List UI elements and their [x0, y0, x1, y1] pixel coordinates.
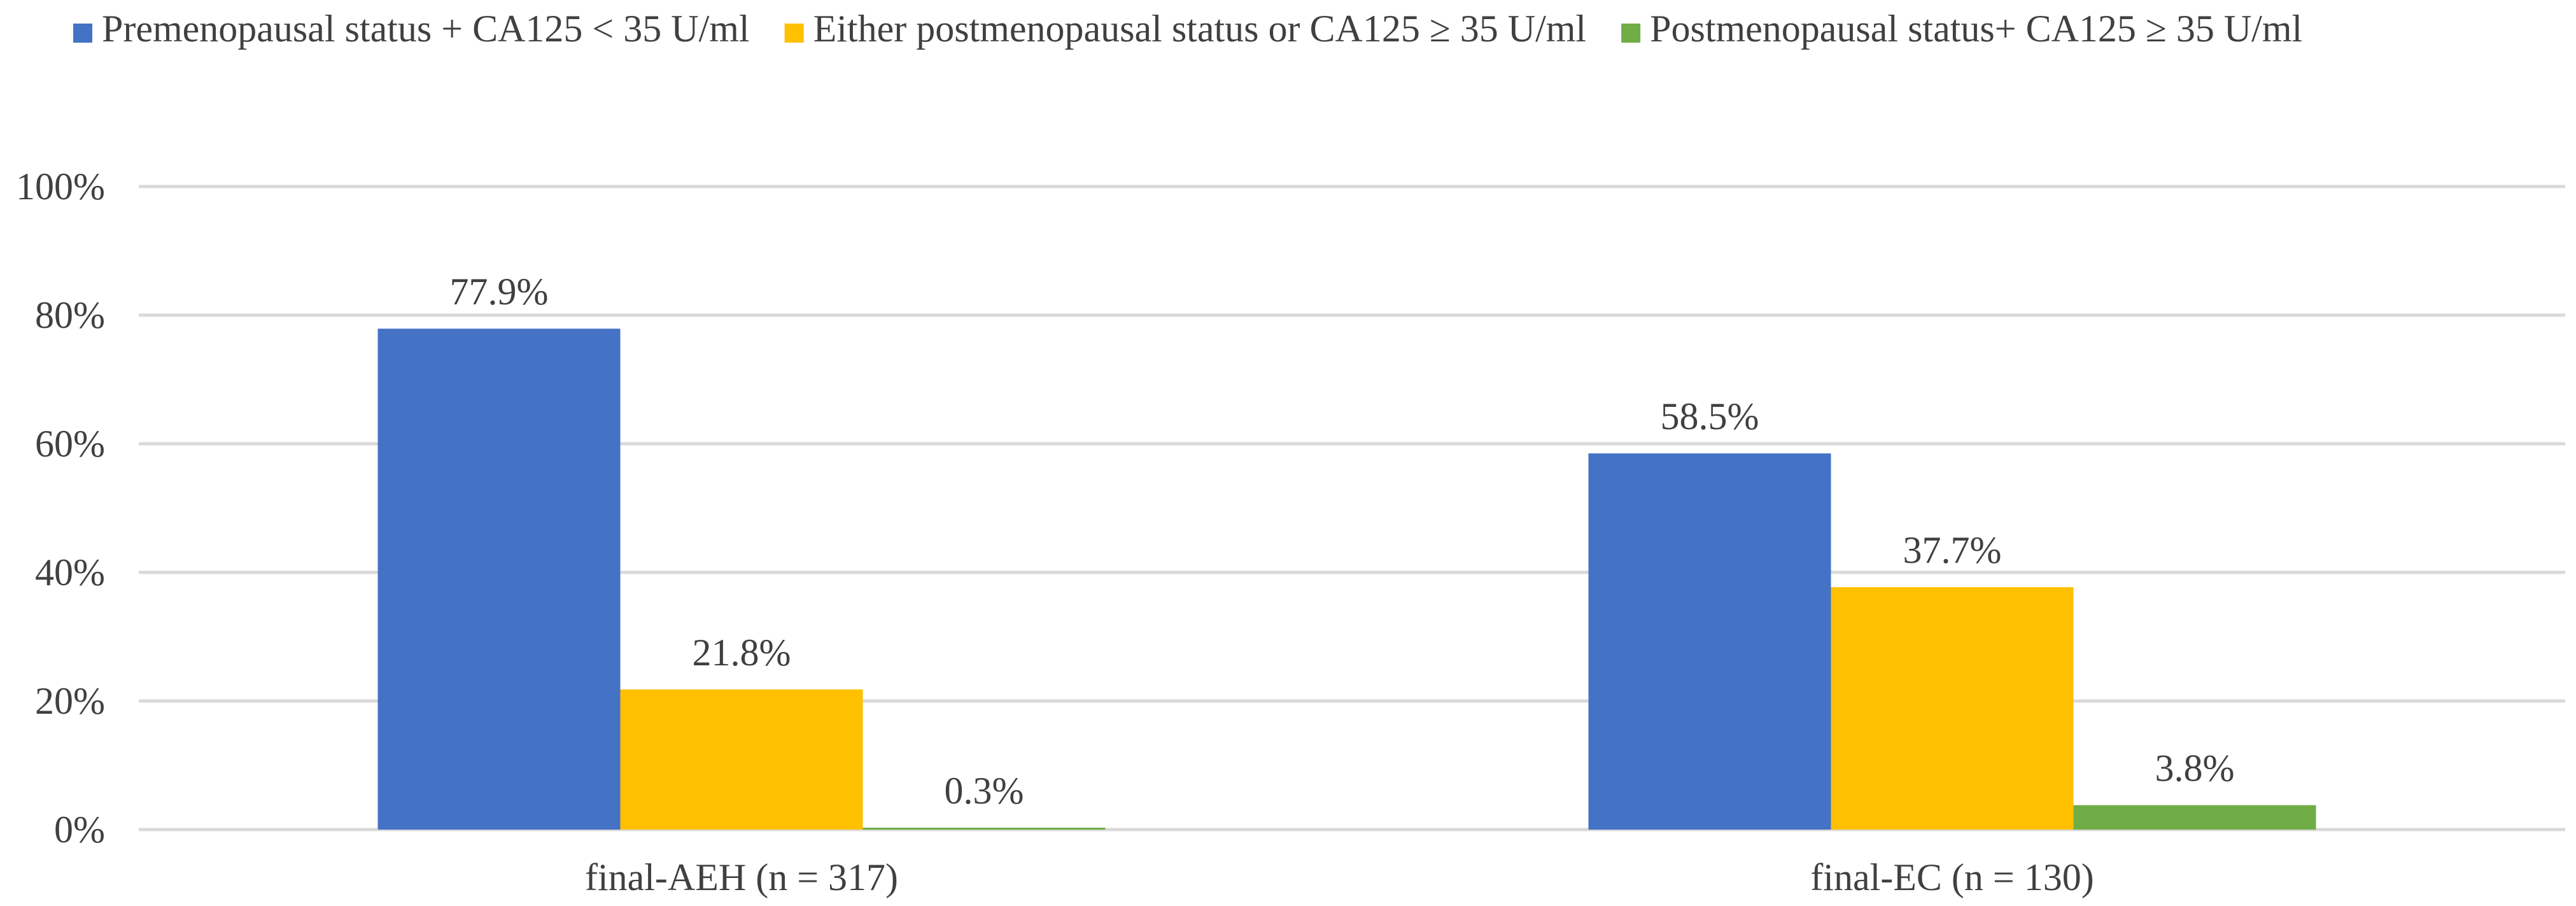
legend: Premenopausal status + CA125 < 35 U/ml Ei…	[73, 8, 2302, 50]
x-axis: final-AEH (n = 317) final-EC (n = 130)	[585, 856, 2094, 898]
y-tick-label-80: 80%	[35, 294, 105, 336]
y-tick-label-40: 40%	[35, 551, 105, 593]
y-tick-label-20: 20%	[35, 680, 105, 722]
legend-label-1: Premenopausal status + CA125 < 35 U/ml	[102, 8, 750, 50]
bar-2-series-1	[1588, 453, 1831, 830]
data-label-2-series-1: 58.5%	[1661, 395, 1759, 437]
bar-1-series-3	[862, 827, 1106, 830]
bar-1-series-1	[377, 329, 621, 830]
y-axis: 0% 20% 40% 60% 80% 100%	[16, 166, 105, 851]
data-label-1-series-3: 0.3%	[945, 770, 1024, 812]
legend-label-3: Postmenopausal status+ CA125 ≥ 35 U/ml	[1650, 8, 2302, 50]
y-tick-label-0: 0%	[54, 809, 105, 851]
data-label-2-series-2: 37.7%	[1903, 529, 2002, 571]
y-tick-label-100: 100%	[16, 166, 105, 208]
bar-2-series-3	[2073, 805, 2316, 830]
y-tick-label-60: 60%	[35, 423, 105, 465]
data-labels: 77.9% 21.8% 0.3% 58.5% 37.7% 3.8%	[450, 271, 2235, 812]
legend-label-2: Either postmenopausal status or CA125 ≥ …	[813, 8, 1586, 50]
data-label-2-series-3: 3.8%	[2155, 747, 2235, 789]
legend-swatch-2	[784, 24, 804, 43]
data-label-1-series-2: 21.8%	[693, 632, 791, 674]
x-category-label-2: final-EC (n = 130)	[1810, 856, 2094, 898]
data-label-1-series-1: 77.9%	[450, 271, 549, 313]
legend-swatch-3	[1621, 24, 1641, 43]
bar-1-series-2	[620, 689, 863, 830]
bar-2-series-2	[1831, 587, 2074, 830]
bars	[377, 329, 2316, 830]
legend-swatch-1	[73, 24, 92, 43]
x-category-label-1: final-AEH (n = 317)	[585, 856, 898, 898]
